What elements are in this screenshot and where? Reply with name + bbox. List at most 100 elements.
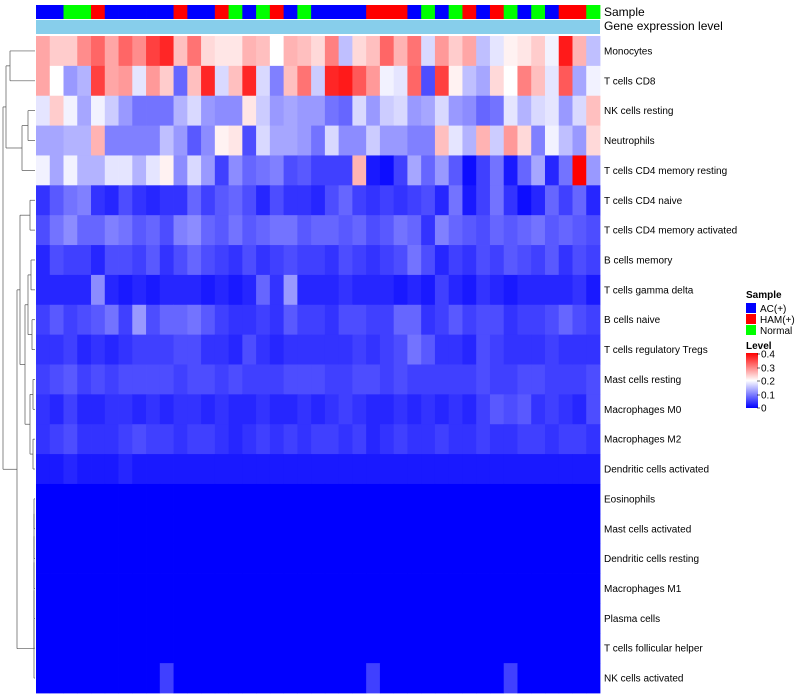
row-label: T cells CD4 naive (604, 196, 683, 207)
legend-swatch (746, 325, 756, 335)
heatmap-cell (407, 603, 422, 634)
heatmap-cell (187, 483, 202, 515)
heatmap-cell (77, 95, 92, 126)
heatmap-cell (36, 573, 51, 604)
heatmap-cell (132, 274, 147, 306)
heatmap-cell (159, 215, 174, 246)
heatmap-cell (118, 245, 133, 276)
heatmap-cell (517, 633, 532, 664)
heatmap-cell (434, 663, 450, 694)
heatmap-cell (558, 573, 573, 604)
heatmap-cell (338, 95, 353, 126)
heatmap-cell (49, 394, 64, 425)
heatmap-cell (297, 633, 312, 664)
heatmap-cell (407, 543, 422, 574)
heatmap-cell (544, 483, 560, 515)
row-label: T cells regulatory Tregs (604, 345, 708, 356)
heatmap-cell (269, 543, 285, 574)
heatmap-cell (531, 185, 546, 216)
heatmap-cell (324, 215, 340, 246)
heatmap-cell (421, 215, 436, 246)
heatmap-cell (489, 513, 505, 545)
heatmap-cell (159, 245, 174, 276)
heatmap-cell (476, 394, 491, 425)
heatmap-cell (187, 65, 202, 97)
heatmap-cell (462, 155, 477, 186)
heatmap-cell (297, 215, 312, 246)
heatmap-cell (338, 334, 353, 365)
heatmap-cell (558, 95, 573, 126)
heatmap-cell (517, 185, 532, 216)
heatmap-cell (77, 394, 92, 425)
heatmap-cell (338, 36, 353, 67)
heatmap-cell (448, 603, 463, 634)
heatmap-cell (558, 245, 573, 276)
heatmap-cell (242, 603, 257, 634)
heatmap-cell (462, 125, 477, 156)
heatmap-cell (49, 334, 64, 365)
heatmap-cell (91, 483, 106, 515)
heatmap-cell (503, 155, 518, 186)
sample-annotation-cell (421, 5, 436, 19)
heatmap-cell (572, 633, 587, 664)
heatmap-cell (421, 663, 436, 694)
heatmap-cell (256, 573, 271, 604)
heatmap-cell (393, 125, 408, 156)
heatmap-cell (173, 185, 188, 216)
heatmap-cell (517, 155, 532, 186)
heatmap-cell (379, 513, 395, 545)
heatmap-cell (531, 364, 546, 395)
heatmap-cell (311, 274, 326, 306)
heatmap-cell (77, 304, 92, 336)
heatmap-cell (256, 424, 271, 455)
heatmap-cell (132, 633, 147, 664)
heatmap-cell (77, 364, 92, 395)
heatmap-cell (118, 334, 133, 365)
sample-annotation-cell (228, 5, 243, 19)
heatmap-cell (352, 573, 367, 604)
heatmap-cell (558, 185, 573, 216)
heatmap-cell (118, 36, 133, 67)
row-label: Eosinophils (604, 494, 655, 505)
heatmap-cell (434, 215, 450, 246)
heatmap-cell (407, 424, 422, 455)
heatmap-cell (531, 663, 546, 694)
heatmap-cell (476, 364, 491, 395)
heatmap-cell (63, 185, 78, 216)
heatmap-cell (338, 364, 353, 395)
heatmap-cell (269, 245, 285, 276)
heatmap-cell (256, 394, 271, 425)
heatmap-cell (269, 454, 285, 485)
heatmap-cell (118, 663, 133, 694)
heatmap-cell (49, 274, 64, 306)
heatmap-cell (91, 663, 106, 694)
heatmap-cell (393, 603, 408, 634)
heatmap-cell (256, 245, 271, 276)
heatmap-cell (63, 633, 78, 664)
heatmap-cell (586, 125, 601, 156)
heatmap-cell (448, 245, 463, 276)
heatmap-cell (104, 424, 119, 455)
heatmap-cell (201, 394, 216, 425)
heatmap-cell (586, 573, 601, 604)
heatmap-cell (434, 334, 450, 365)
heatmap-cell (393, 543, 408, 574)
heatmap-cell (503, 215, 518, 246)
heatmap-cell (366, 603, 381, 634)
heatmap-cell (544, 215, 560, 246)
heatmap-cell (366, 125, 381, 156)
heatmap-cell (201, 573, 216, 604)
heatmap-cell (132, 513, 147, 545)
heatmap-cell (489, 394, 505, 425)
heatmap-cell (49, 603, 64, 634)
heatmap-cell (91, 334, 106, 365)
heatmap-cell (503, 663, 518, 694)
heatmap-cell (586, 185, 601, 216)
heatmap-cell (242, 155, 257, 186)
heatmap-cell (173, 304, 188, 336)
row-label: Macrophages M2 (604, 435, 682, 446)
heatmap-cell (476, 125, 491, 156)
heatmap-cell (572, 334, 587, 365)
heatmap-cell (104, 215, 119, 246)
heatmap-cell (462, 65, 477, 97)
